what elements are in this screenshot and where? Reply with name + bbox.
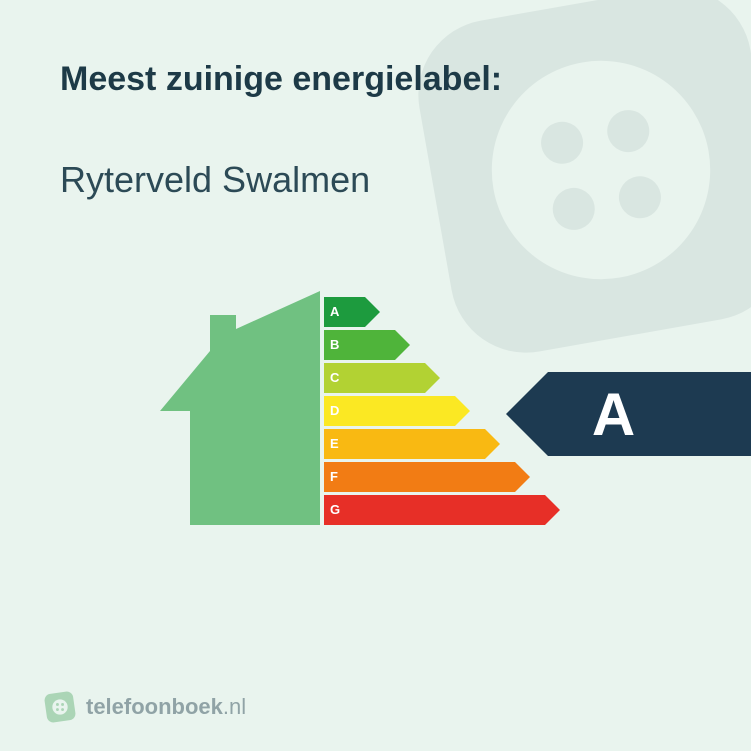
page-title: Meest zuinige energielabel: <box>60 60 691 99</box>
bar-shape <box>324 363 440 393</box>
brand-tld: .nl <box>223 694 246 719</box>
bar-label: C <box>330 363 339 393</box>
brand-text: telefoonboek.nl <box>86 694 246 720</box>
rating-letter: A <box>506 372 721 456</box>
house-icon <box>160 291 320 525</box>
bar-label: G <box>330 495 340 525</box>
bar-label: B <box>330 330 339 360</box>
bar-shape <box>324 495 560 525</box>
location-name: Ryterveld Swalmen <box>60 159 691 201</box>
bar-label: A <box>330 297 339 327</box>
footer-brand: telefoonboek.nl <box>44 691 246 723</box>
brand-name: telefoonboek <box>86 694 223 719</box>
bar-shape <box>324 396 470 426</box>
bar-label: D <box>330 396 339 426</box>
bar-label: E <box>330 429 339 459</box>
bar-label: F <box>330 462 338 492</box>
brand-icon <box>44 691 76 723</box>
bar-shape <box>324 429 500 459</box>
rating-badge: A <box>506 372 751 456</box>
bar-shape <box>324 462 530 492</box>
